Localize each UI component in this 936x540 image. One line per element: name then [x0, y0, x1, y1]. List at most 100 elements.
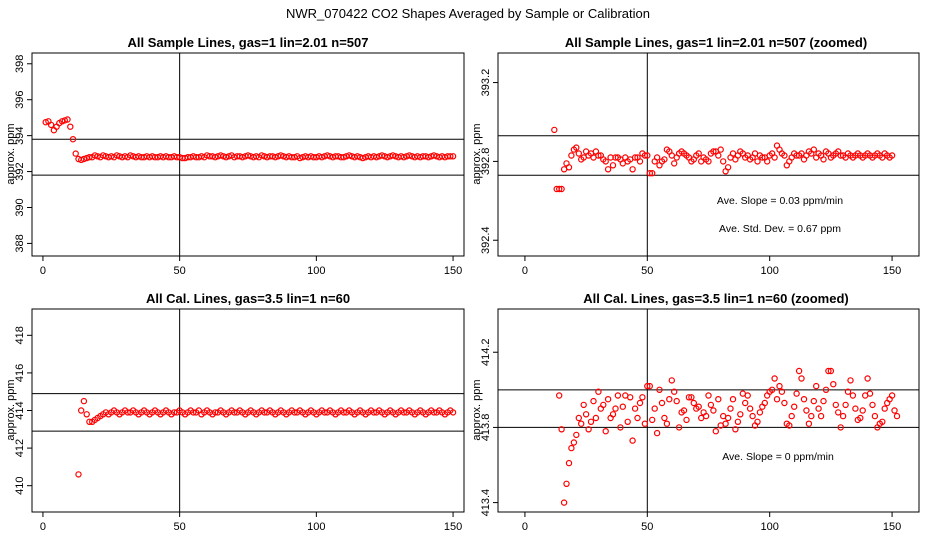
- data-point: [80, 155, 88, 163]
- data-point: [658, 399, 666, 407]
- data-point: [575, 150, 583, 157]
- data-point: [673, 397, 680, 405]
- data-point: [604, 166, 612, 173]
- x-tick-label: 150: [883, 265, 901, 277]
- data-point: [888, 392, 896, 399]
- y-axis-label: approx. ppm: [5, 379, 17, 440]
- data-point: [866, 390, 874, 397]
- data-point: [359, 154, 366, 162]
- y-tick-label: 413.4: [480, 489, 492, 517]
- plot-frame: [497, 308, 920, 513]
- data-point: [590, 397, 597, 405]
- data-point: [817, 412, 825, 420]
- data-point: [756, 409, 764, 416]
- data-point: [671, 160, 678, 167]
- x-tick-label: 0: [40, 265, 46, 277]
- data-point: [449, 409, 457, 416]
- data-point: [644, 152, 651, 159]
- data-point: [776, 382, 783, 390]
- data-point: [587, 418, 595, 425]
- axis-ticks: 0 50 100 150 392.4 392.8 393.2: [480, 69, 901, 277]
- data-point: [825, 367, 832, 375]
- data-point: [837, 424, 844, 431]
- data-point: [788, 412, 795, 420]
- data-point: [710, 148, 717, 155]
- data-point: [124, 409, 131, 416]
- data-point: [744, 392, 751, 399]
- x-tick-label: 150: [444, 521, 462, 533]
- data-point: [683, 416, 690, 424]
- data-point: [565, 459, 573, 467]
- x-tick-label: 50: [174, 521, 186, 533]
- data-point: [685, 394, 693, 401]
- x-tick-label: 0: [40, 521, 46, 533]
- data-point: [602, 158, 609, 165]
- data-point: [729, 396, 737, 403]
- data-point: [891, 407, 898, 414]
- data-point: [800, 396, 808, 403]
- data-point: [839, 412, 847, 420]
- data-point: [582, 411, 590, 418]
- data-point: [551, 126, 558, 134]
- data-point: [80, 397, 88, 405]
- x-tick-label: 50: [174, 265, 186, 277]
- data-point: [675, 424, 683, 431]
- data-point: [69, 135, 77, 143]
- data-point: [602, 428, 609, 435]
- data-point: [690, 399, 698, 407]
- x-tick-label: 50: [641, 265, 653, 277]
- data-point: [771, 154, 778, 161]
- data-point: [717, 146, 724, 153]
- data-points: [551, 126, 896, 193]
- reference-lines: [498, 309, 919, 512]
- data-point: [617, 424, 624, 431]
- data-point: [67, 123, 74, 130]
- data-point: [624, 418, 631, 425]
- data-point: [563, 480, 570, 487]
- data-point: [857, 414, 864, 422]
- data-point: [827, 367, 835, 375]
- data-point: [609, 411, 617, 418]
- y-tick-label: 413.8: [480, 414, 492, 442]
- y-tick-label: 418: [14, 326, 26, 344]
- data-point: [798, 375, 805, 382]
- data-point: [651, 405, 658, 412]
- data-point: [556, 185, 563, 193]
- x-tick-label: 0: [522, 265, 528, 277]
- data-points: [75, 397, 457, 478]
- data-point: [871, 412, 879, 420]
- data-point: [710, 407, 717, 414]
- x-tick-label: 100: [761, 521, 779, 533]
- data-point: [578, 420, 585, 427]
- data-point: [771, 375, 778, 382]
- data-point: [573, 144, 580, 151]
- data-point: [340, 409, 347, 416]
- y-tick-label: 396: [14, 91, 26, 109]
- data-point: [580, 401, 587, 409]
- data-point: [786, 422, 793, 429]
- data-point: [558, 185, 565, 193]
- data-point: [556, 392, 563, 399]
- data-point: [568, 444, 575, 452]
- data-point: [666, 396, 673, 403]
- data-point: [629, 437, 636, 444]
- data-point: [570, 439, 578, 446]
- data-point: [568, 152, 575, 159]
- data-point: [888, 152, 896, 159]
- data-point: [722, 420, 729, 427]
- x-tick-label: 100: [307, 265, 325, 277]
- y-tick-label: 394: [14, 126, 26, 144]
- annotations: Ave. Slope = 0.03 ppm/min Ave. Std. Dev. …: [717, 195, 843, 235]
- data-point: [649, 416, 656, 424]
- data-point: [370, 409, 377, 416]
- data-point: [822, 386, 830, 393]
- data-point: [634, 414, 641, 422]
- annotation-text: Ave. Slope = 0.03 ppm/min: [717, 195, 843, 207]
- data-point: [671, 388, 678, 395]
- data-point: [400, 409, 407, 416]
- data-point: [805, 420, 813, 427]
- y-tick-label: 388: [14, 234, 26, 252]
- data-point: [844, 388, 852, 395]
- data-point: [680, 407, 688, 414]
- data-point: [781, 152, 788, 159]
